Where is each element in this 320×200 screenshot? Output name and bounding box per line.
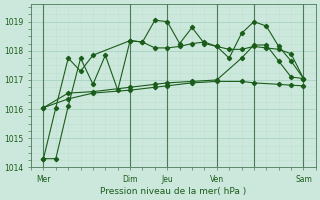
- X-axis label: Pression niveau de la mer( hPa ): Pression niveau de la mer( hPa ): [100, 187, 247, 196]
